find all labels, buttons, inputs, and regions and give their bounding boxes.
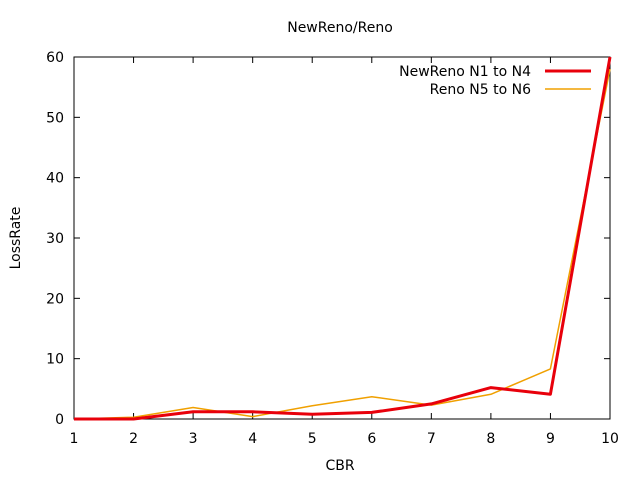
x-tick-label: 10	[601, 431, 619, 447]
y-axis-title: LossRate	[8, 207, 24, 270]
x-axis: 1 2 3 4 5 6 7 8 9 10	[70, 57, 619, 447]
y-tick-label: 10	[46, 352, 64, 368]
y-tick-label: 30	[46, 231, 64, 247]
x-axis-title: CBR	[325, 458, 354, 474]
x-tick-label: 2	[129, 431, 138, 447]
plot-frame	[73, 56, 611, 420]
series-line-1	[74, 56, 612, 421]
x-tick-label: 4	[248, 431, 257, 447]
y-tick-label: 0	[55, 412, 64, 428]
y-tick-label: 40	[46, 171, 64, 187]
legend: NewReno N1 to N4 Reno N5 to N6	[399, 64, 591, 98]
chart-title: NewReno/Reno	[287, 20, 393, 36]
x-tick-label: 6	[367, 431, 376, 447]
series-layer	[73, 56, 612, 421]
y-tick-label: 50	[46, 110, 64, 126]
legend-label-series-1: NewReno N1 to N4	[399, 64, 531, 80]
y-tick-label: 60	[46, 50, 64, 66]
x-tick-label: 5	[308, 431, 317, 447]
x-tick-label: 9	[546, 431, 555, 447]
y-tick-label: 20	[46, 291, 64, 307]
x-tick-label: 7	[427, 431, 436, 447]
y-axis: 0 10 20 30 40 50 60	[46, 50, 610, 428]
series-line-2	[73, 68, 611, 420]
x-tick-label: 1	[70, 431, 79, 447]
x-tick-label: 3	[189, 431, 198, 447]
x-tick-label: 8	[486, 431, 495, 447]
legend-label-series-2: Reno N5 to N6	[430, 82, 531, 98]
